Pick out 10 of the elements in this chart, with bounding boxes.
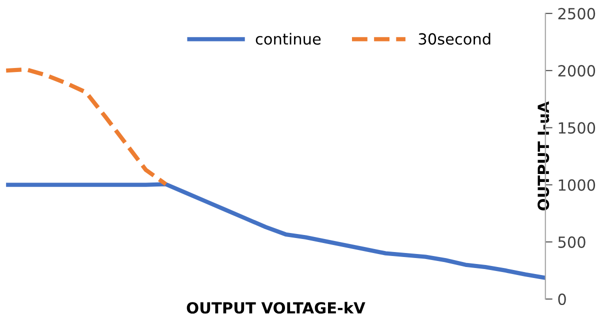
y-tick-label: 500 xyxy=(558,236,586,248)
y-tick-label: 1000 xyxy=(558,179,596,191)
legend-label: 30second xyxy=(418,32,490,45)
legend-label: continue xyxy=(256,32,321,45)
y-tick-label: 0 xyxy=(558,294,566,306)
line-series xyxy=(6,67,168,186)
y-tick-label: 2000 xyxy=(558,65,596,77)
x-axis-title: OUTPUT VOLTAGE-kV xyxy=(186,302,366,314)
y-tick-label: 1500 xyxy=(558,122,596,134)
y-tick-label: 2500 xyxy=(558,8,596,20)
